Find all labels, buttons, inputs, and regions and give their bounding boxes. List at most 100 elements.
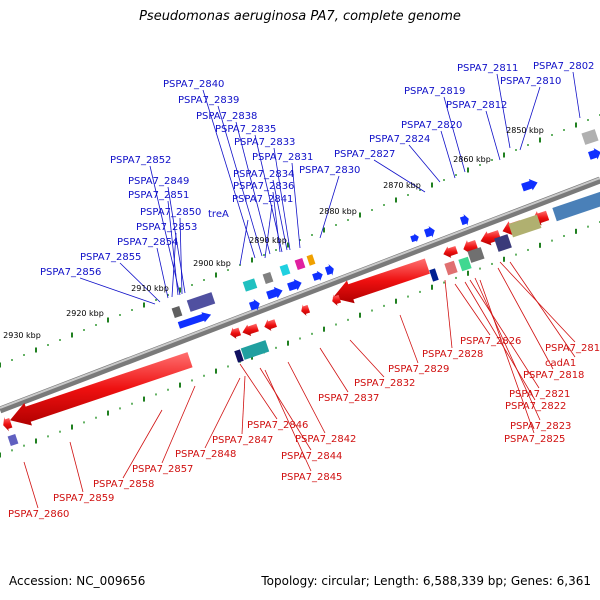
gene-label-lower: PSPA7_2815 <box>545 343 600 354</box>
gene-label-upper: PSPA7_2856 <box>40 267 101 278</box>
tick-mark <box>323 326 325 332</box>
leader-line <box>349 339 385 378</box>
gene-label-lower: PSPA7_2837 <box>318 393 379 404</box>
gene-label-lower: PSPA7_2825 <box>504 434 565 445</box>
tick-mark <box>215 272 217 278</box>
tick-mark <box>587 119 589 121</box>
gene-block <box>171 305 183 319</box>
forward-gene <box>312 270 323 281</box>
forward-gene <box>410 233 419 243</box>
tick-mark <box>287 340 289 346</box>
label-leaders <box>23 71 581 509</box>
gene-label-upper: PSPA7_2802 <box>533 61 594 72</box>
leader-line <box>272 191 281 253</box>
gene-block <box>429 268 439 282</box>
tick-mark <box>131 309 133 311</box>
gene-block <box>242 278 258 292</box>
gene-label-lower: PSPA7_2846 <box>247 420 308 431</box>
tick-mark <box>23 354 25 356</box>
leader-line <box>443 96 466 173</box>
tick-mark <box>443 281 445 284</box>
tick-mark <box>515 149 517 151</box>
leader-line <box>23 461 39 509</box>
gene-features <box>3 129 600 447</box>
tick-mark <box>455 174 457 176</box>
gene-block <box>186 292 216 312</box>
gene-label-lower: PSPA7_2859 <box>53 493 114 504</box>
tick-mark <box>467 167 469 173</box>
tick-mark <box>539 137 541 143</box>
leader-line <box>167 200 179 296</box>
gene-label-lower: PSPA7_2823 <box>510 421 571 432</box>
gene-label-lower: cadA1 <box>545 358 576 369</box>
kbp-label: 2880 kbp <box>319 207 357 216</box>
tick-mark <box>515 253 517 256</box>
gene-block <box>444 260 458 276</box>
leader-line <box>119 262 161 303</box>
tick-mark <box>383 304 385 307</box>
tick-mark <box>59 430 61 433</box>
tick-mark <box>551 239 553 242</box>
gene-label-lower: PSPA7_2848 <box>175 449 236 460</box>
tick-mark <box>311 234 313 236</box>
tick-mark <box>539 242 541 248</box>
page-title: Pseudomonas aeruginosa PA7, complete gen… <box>139 9 461 24</box>
tick-mark <box>203 374 205 377</box>
tick-mark <box>167 388 169 391</box>
tick-mark <box>203 279 205 281</box>
gene-block <box>279 263 291 277</box>
leader-line <box>161 385 196 464</box>
gene-label-lower: PSPA7_2845 <box>281 472 342 483</box>
gene-label-upper: PSPA7_2810 <box>500 76 561 87</box>
tick-mark <box>563 234 565 237</box>
tick-mark <box>275 346 277 349</box>
gene-label-upper: PSPA7_2841 <box>232 194 293 205</box>
tick-mark <box>407 295 409 298</box>
tick-mark <box>59 339 61 341</box>
kbp-label: 2860 kbp <box>453 155 491 164</box>
reverse-gene <box>264 319 277 331</box>
kbp-label: 2850 kbp <box>506 126 544 135</box>
tick-mark <box>407 194 409 196</box>
tick-mark <box>167 294 169 296</box>
reverse-gene <box>301 304 311 316</box>
tick-mark <box>95 416 97 419</box>
tick-mark <box>95 324 97 326</box>
tick-mark <box>335 224 337 226</box>
tick-mark <box>0 452 1 458</box>
tick-mark <box>431 284 433 290</box>
leader-line <box>485 110 501 161</box>
gene-label-upper: PSPA7_2838 <box>196 111 257 122</box>
tick-mark <box>563 129 565 131</box>
tick-mark <box>359 312 361 318</box>
tick-mark <box>71 424 73 430</box>
leader-line <box>239 219 249 266</box>
gene-label-upper: PSPA7_2824 <box>369 134 430 145</box>
tick-mark <box>179 382 181 388</box>
gene-label-upper: treA <box>208 209 229 220</box>
gene-label-upper: PSPA7_2830 <box>299 165 360 176</box>
tick-mark <box>107 317 109 323</box>
tick-mark <box>275 249 277 251</box>
kbp-label: 2870 kbp <box>383 181 421 190</box>
reverse-gene <box>242 323 259 336</box>
accession-text: Accession: NC_009656 <box>9 574 146 588</box>
leader-line <box>373 159 426 193</box>
gene-label-lower: PSPA7_2822 <box>505 401 566 412</box>
tick-mark <box>467 270 469 276</box>
leader-line <box>217 105 263 257</box>
leader-line <box>474 277 541 421</box>
leader-line <box>156 247 169 299</box>
gene-label-upper: PSPA7_2811 <box>457 63 518 74</box>
leader-line <box>469 279 540 389</box>
leader-line <box>239 363 278 420</box>
leader-line <box>259 367 312 451</box>
gene-label-upper: PSPA7_2812 <box>446 100 507 111</box>
tick-mark <box>551 134 553 136</box>
gene-label-upper: PSPA7_2849 <box>128 176 189 187</box>
gene-block <box>306 254 316 266</box>
tick-mark <box>575 228 577 234</box>
tick-mark <box>119 314 121 316</box>
gene-label-lower: PSPA7_2821 <box>509 389 570 400</box>
leader-line <box>264 204 273 259</box>
